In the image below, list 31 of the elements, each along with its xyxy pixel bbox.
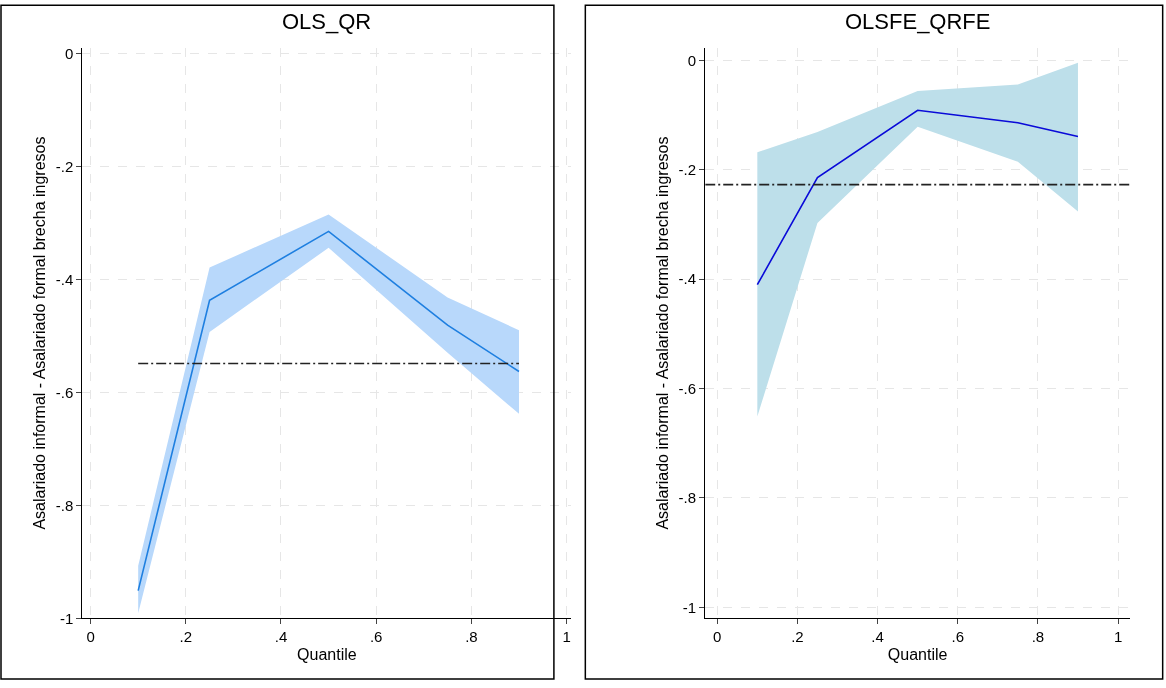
x-tick-label: .6 <box>951 628 964 646</box>
x-tick-label: 1 <box>562 628 571 646</box>
x-tick-label: 0 <box>86 628 95 646</box>
line-series <box>756 109 1079 286</box>
x-tick-label: 0 <box>713 628 722 646</box>
y-tick-label: -.6 <box>678 379 697 397</box>
x-tick-label: .2 <box>791 628 804 646</box>
y-tick-label: -.6 <box>55 383 74 401</box>
y-tick-label: -.8 <box>678 489 697 507</box>
y-tick-label: 0 <box>65 44 74 62</box>
x-tick-label: .4 <box>871 628 884 646</box>
y-axis-title: Asalariado informal - Asalariado formal brecha ingresos <box>30 136 48 530</box>
y-tick-label: -.4 <box>55 270 74 288</box>
y-tick-label: 0 <box>687 51 697 69</box>
y-tick-label: -1 <box>682 598 697 616</box>
x-axis-title: Quantile <box>887 646 948 664</box>
x-tick-label: .8 <box>465 628 478 646</box>
x-axis-title: Quantile <box>297 646 357 664</box>
x-tick-label: .8 <box>1031 628 1045 646</box>
chart-title: OLS_QR <box>282 9 372 34</box>
chart-title: OLSFE_QRFE <box>845 9 991 34</box>
x-tick-label: .6 <box>369 628 383 646</box>
y-tick-label: -.2 <box>55 157 74 175</box>
y-axis-title: Asalariado informal - Asalariado formal brecha ingresos <box>653 136 671 530</box>
x-tick-label: .4 <box>274 628 288 646</box>
x-tick-label: .2 <box>179 628 193 646</box>
y-tick-label: -1 <box>60 609 74 627</box>
x-tick-label: 1 <box>1113 628 1123 646</box>
y-tick-label: -.8 <box>55 496 74 514</box>
y-tick-label: -.4 <box>678 270 697 288</box>
y-tick-label: -.2 <box>678 161 697 179</box>
